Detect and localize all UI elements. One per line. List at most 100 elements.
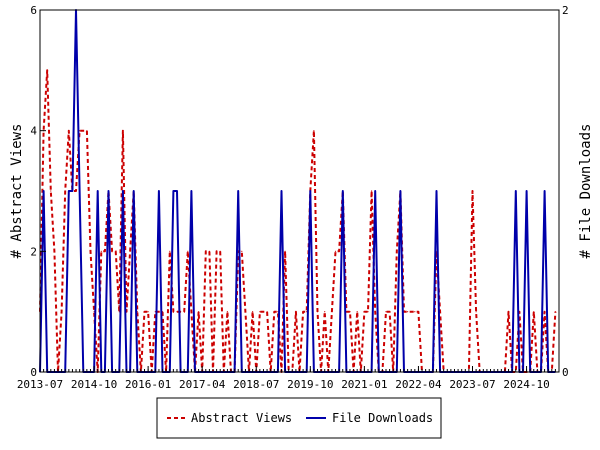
data-point-abstract-views xyxy=(205,250,207,252)
data-point-abstract-views xyxy=(64,190,66,192)
data-point-abstract-views xyxy=(53,250,56,252)
y-right-tick-label: 2 xyxy=(562,4,569,17)
y-right-tick-label: 0 xyxy=(562,366,569,379)
data-point-abstract-views xyxy=(198,311,200,313)
data-point-abstract-views xyxy=(100,250,102,252)
data-point-file-downloads xyxy=(309,190,311,192)
data-point-file-downloads xyxy=(190,190,192,192)
data-point-abstract-views xyxy=(122,130,124,132)
data-point-abstract-views xyxy=(147,311,149,313)
x-axis-tick-label: 2014-10 xyxy=(71,378,117,391)
data-point-file-downloads xyxy=(237,190,239,192)
data-point-abstract-views xyxy=(507,311,510,313)
data-point-abstract-views xyxy=(295,311,297,313)
data-point-abstract-views xyxy=(363,311,365,313)
x-axis-tick-label: 2019-10 xyxy=(287,378,333,391)
data-point-abstract-views xyxy=(324,311,326,313)
plot-frame xyxy=(39,9,560,373)
data-point-abstract-views xyxy=(216,250,218,252)
x-axis-tick-label: 2023-07 xyxy=(449,378,495,391)
data-point-abstract-views xyxy=(68,130,70,132)
data-point-abstract-views xyxy=(219,250,221,252)
data-point-abstract-views xyxy=(262,311,265,313)
data-point-file-downloads xyxy=(79,190,81,192)
data-point-abstract-views xyxy=(302,311,304,313)
x-axis-tick-label: 2022-04 xyxy=(395,378,442,391)
y-left-tick-label: 4 xyxy=(30,125,37,138)
series-line-file-downloads xyxy=(39,9,556,373)
data-point-abstract-views xyxy=(46,69,48,71)
data-point-file-downloads xyxy=(107,190,110,192)
data-point-abstract-views xyxy=(176,311,178,313)
data-point-abstract-views xyxy=(313,130,315,132)
data-point-abstract-views xyxy=(334,250,337,252)
data-point-abstract-views xyxy=(169,250,171,252)
data-point-abstract-views xyxy=(61,311,63,313)
data-point-abstract-views xyxy=(226,311,228,313)
data-point-file-downloads xyxy=(342,190,344,192)
data-point-file-downloads xyxy=(176,190,178,192)
data-point-file-downloads xyxy=(435,190,438,192)
y-left-tick-label: 6 xyxy=(30,4,37,17)
data-point-abstract-views xyxy=(284,250,286,252)
data-point-abstract-views xyxy=(554,311,557,313)
y-left-axis: 0 2 4 6 xyxy=(30,4,46,379)
data-point-abstract-views xyxy=(190,311,192,313)
legend-abstract-views-label: Abstract Views xyxy=(191,411,292,425)
data-point-file-downloads xyxy=(374,190,376,192)
data-point-abstract-views xyxy=(129,250,131,252)
x-axis-ticks xyxy=(39,366,560,372)
data-point-abstract-views xyxy=(208,250,210,252)
data-point-file-downloads xyxy=(68,190,70,192)
y-left-tick-label: 0 xyxy=(30,366,37,379)
data-point-abstract-views xyxy=(471,190,474,192)
data-point-abstract-views xyxy=(396,250,398,252)
legend-box xyxy=(156,397,442,439)
x-axis-tick-label: 2018-07 xyxy=(233,378,279,391)
data-point-abstract-views xyxy=(252,311,254,313)
x-axis-tick-label: 2017-04 xyxy=(179,378,226,391)
data-point-abstract-views xyxy=(414,311,416,313)
data-point-abstract-views xyxy=(331,311,333,313)
y-right-axis: 02 xyxy=(553,4,569,379)
data-point-abstract-views xyxy=(338,250,340,252)
data-point-abstract-views xyxy=(244,311,246,313)
data-point-abstract-views xyxy=(143,311,146,313)
legend: Abstract Views File Downloads xyxy=(156,397,442,439)
data-point-abstract-views xyxy=(111,250,113,252)
data-point-abstract-views xyxy=(266,311,268,313)
data-point-abstract-views xyxy=(544,311,546,313)
data-point-abstract-views xyxy=(86,130,88,132)
data-point-abstract-views xyxy=(374,311,376,313)
data-point-file-downloads xyxy=(515,190,517,192)
data-point-abstract-views xyxy=(349,311,351,313)
x-axis-tick-label: 2021-01 xyxy=(341,378,387,391)
data-point-file-downloads xyxy=(43,190,45,192)
data-point-abstract-views xyxy=(475,311,477,313)
data-point-abstract-views xyxy=(371,190,373,192)
data-point-abstract-views xyxy=(385,311,387,313)
x-axis-tick-label: 2013-07 xyxy=(17,378,63,391)
data-point-abstract-views xyxy=(259,311,261,313)
data-point-abstract-views xyxy=(407,311,409,313)
data-point-abstract-views xyxy=(389,311,391,313)
data-point-abstract-views xyxy=(316,311,319,313)
data-point-abstract-views xyxy=(75,190,77,192)
data-point-abstract-views xyxy=(89,250,92,252)
data-point-file-downloads xyxy=(133,190,135,192)
data-point-file-downloads xyxy=(97,190,99,192)
y-left-tick-label: 2 xyxy=(30,245,37,258)
data-point-abstract-views xyxy=(417,311,419,313)
data-point-file-downloads xyxy=(172,190,174,192)
data-point-abstract-views xyxy=(172,311,174,313)
data-point-abstract-views xyxy=(158,311,160,313)
data-point-abstract-views xyxy=(82,130,84,132)
data-point-abstract-views xyxy=(356,311,358,313)
plot-lines xyxy=(39,9,557,373)
series-line-abstract-views xyxy=(39,69,557,373)
data-point-abstract-views xyxy=(241,250,243,252)
data-point-abstract-views xyxy=(104,250,106,252)
data-point-abstract-views xyxy=(273,311,275,313)
data-point-abstract-views xyxy=(533,311,535,313)
